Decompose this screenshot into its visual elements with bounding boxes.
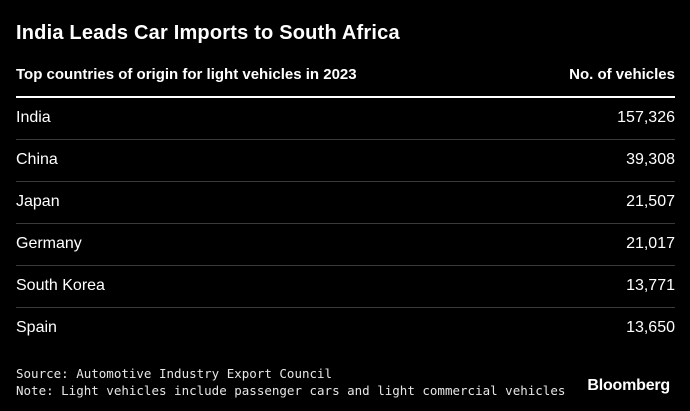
table-header: Top countries of origin for light vehicl… (16, 66, 675, 86)
table-body: India 157,326 China 39,308 Japan 21,507 German… (16, 98, 675, 349)
table-row: Spain 13,650 (16, 308, 675, 349)
table-row: Japan 21,507 (16, 182, 675, 224)
table-row: China 39,308 (16, 140, 675, 182)
table-row: Germany 21,017 (16, 224, 675, 266)
country-cell: Japan (16, 193, 60, 210)
country-cell: South Korea (16, 277, 105, 294)
vehicle-count-cell: 21,507 (626, 193, 675, 210)
vehicle-count-cell: 21,017 (626, 235, 675, 252)
bloomberg-logo: Bloomberg (587, 377, 670, 394)
vehicle-count-cell: 39,308 (626, 151, 675, 168)
vehicle-count-cell: 13,771 (626, 277, 675, 294)
table-row: India 157,326 (16, 98, 675, 140)
table-row: South Korea 13,771 (16, 266, 675, 308)
country-cell: Spain (16, 319, 57, 336)
vehicle-count-cell: 13,650 (626, 319, 675, 336)
country-cell: India (16, 109, 51, 126)
source-text: Source: Automotive Industry Export Counc… (16, 366, 333, 381)
header-rule (16, 96, 675, 98)
country-cell: China (16, 151, 58, 168)
note-text: Note: Light vehicles include passenger c… (16, 383, 566, 398)
value-column-header: No. of vehicles (569, 66, 675, 83)
footer: Source: Automotive Industry Export Counc… (16, 365, 565, 399)
country-cell: Germany (16, 235, 82, 252)
table-subtitle: Top countries of origin for light vehicl… (16, 66, 357, 83)
vehicle-count-cell: 157,326 (617, 109, 675, 126)
chart-title: India Leads Car Imports to South Africa (16, 22, 400, 44)
